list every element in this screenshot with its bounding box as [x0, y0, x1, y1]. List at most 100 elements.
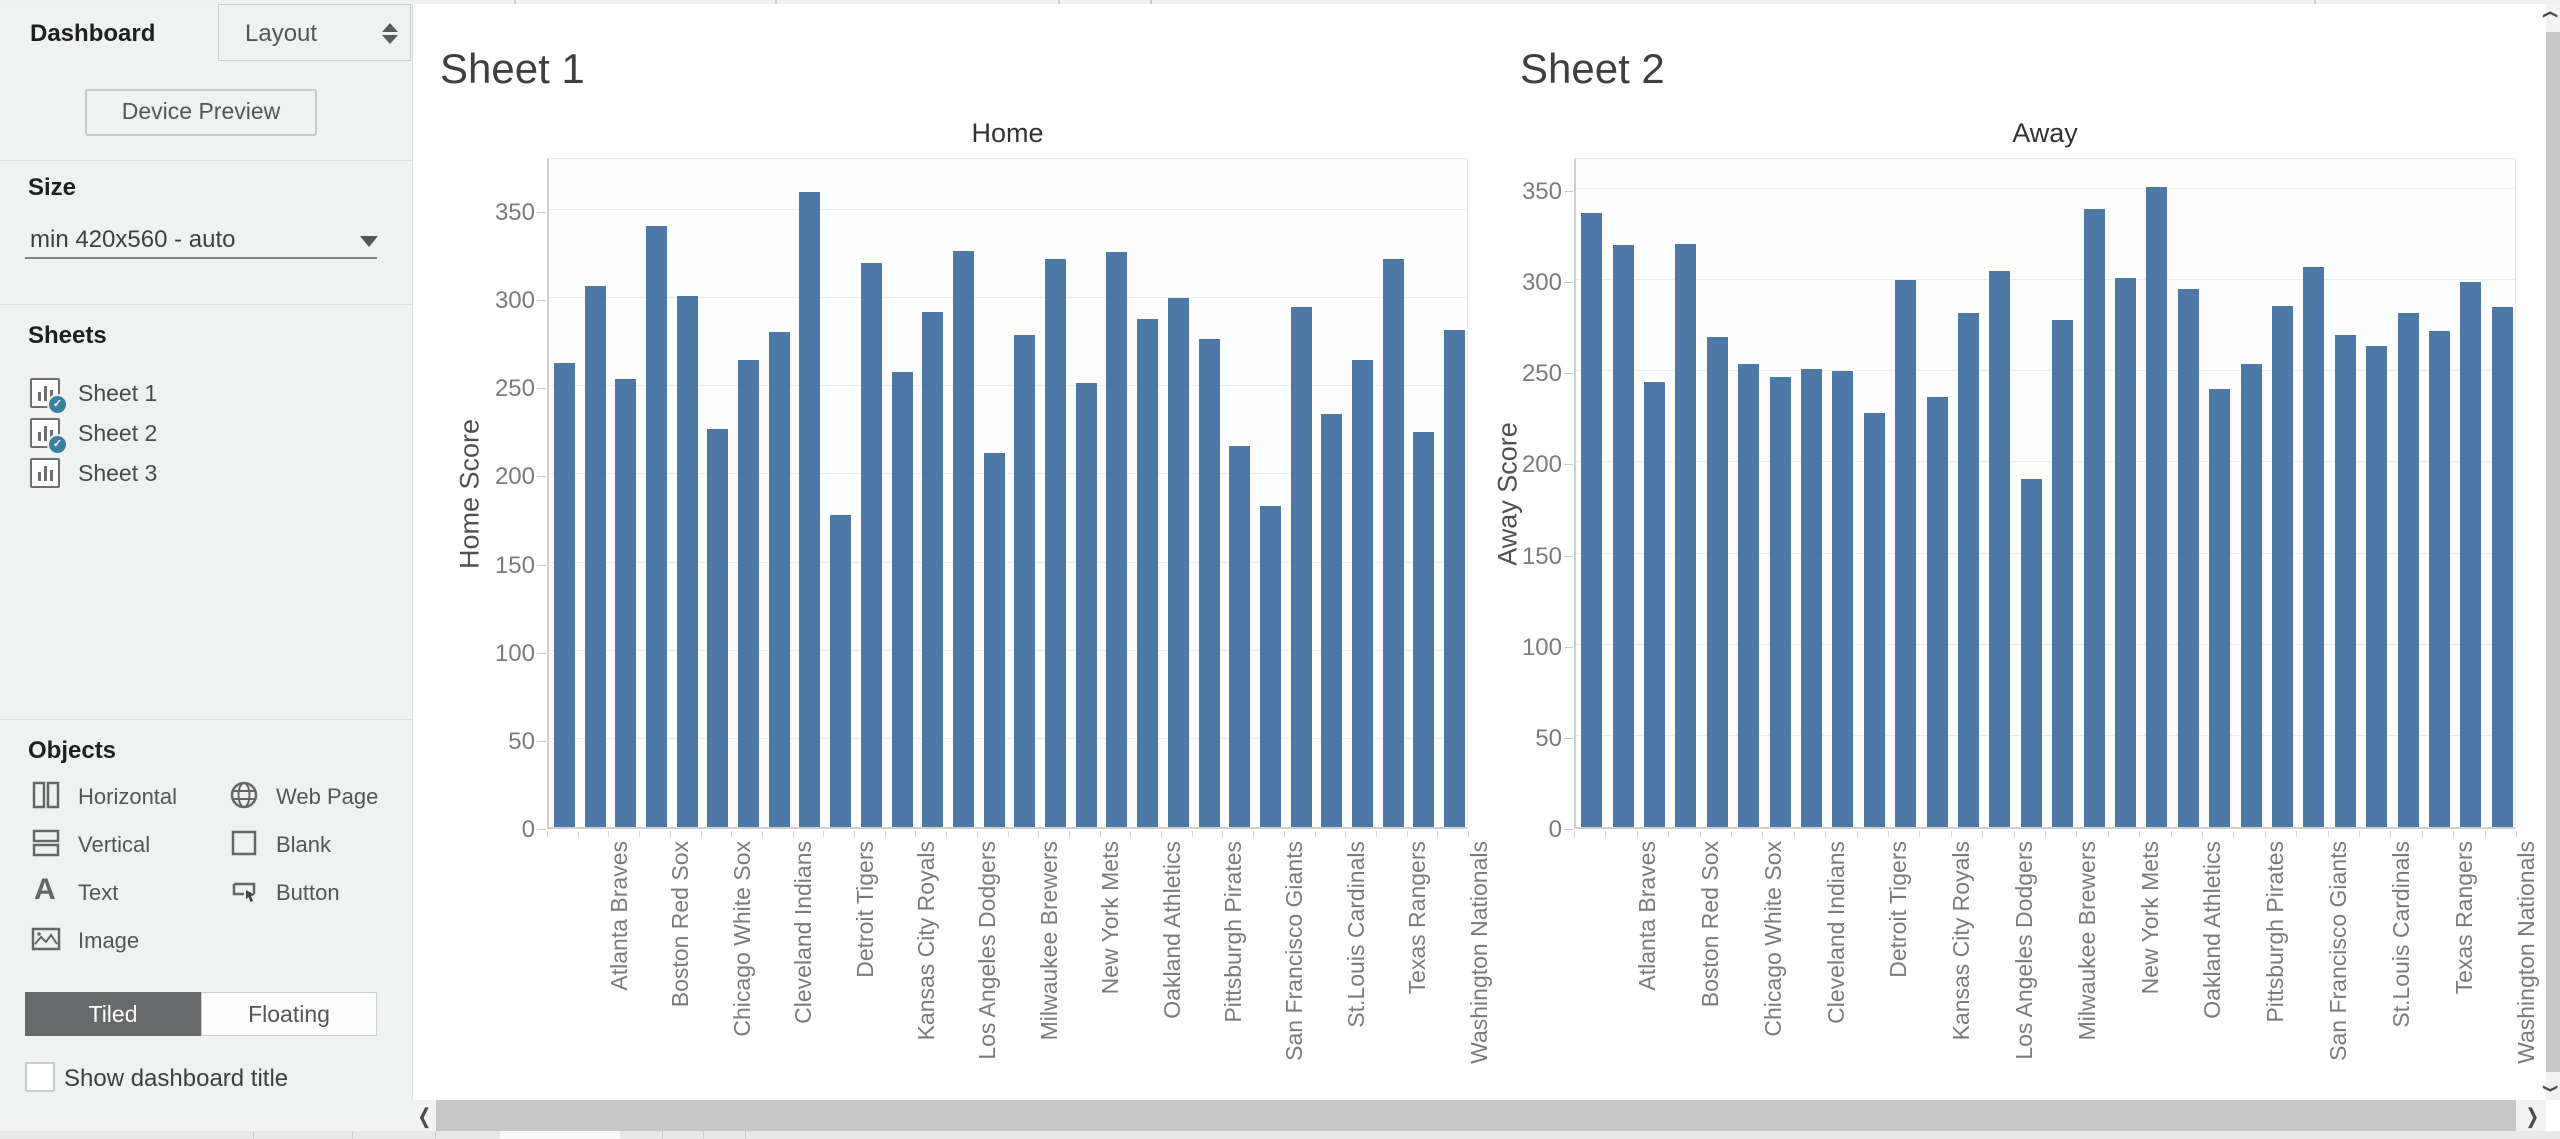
bar-mark[interactable]: [1989, 271, 2011, 827]
object-label: Web Page: [276, 784, 379, 809]
sheet1-zone-title[interactable]: Sheet 1: [440, 45, 585, 92]
bar-mark[interactable]: [1895, 280, 1917, 827]
bar-mark[interactable]: [768, 331, 790, 827]
bar-mark[interactable]: [1137, 319, 1159, 827]
object-web-page[interactable]: Web Page: [228, 779, 408, 813]
bar-mark[interactable]: [1832, 371, 1854, 827]
bar-mark[interactable]: [738, 359, 760, 827]
bar-mark[interactable]: [1198, 338, 1220, 827]
bar-mark[interactable]: [1352, 359, 1374, 827]
bar-mark[interactable]: [2146, 187, 2168, 827]
bar-mark[interactable]: [615, 379, 637, 827]
bar-mark[interactable]: [830, 514, 852, 827]
bar-mark[interactable]: [2334, 334, 2356, 827]
bar-mark[interactable]: [2460, 281, 2482, 827]
vertical-scrollbar[interactable]: ❬ ❭: [2543, 4, 2560, 1100]
bar-mark[interactable]: [1863, 413, 1885, 827]
bar-mark[interactable]: [922, 312, 944, 827]
bar-mark[interactable]: [1801, 369, 1822, 827]
tiled-button[interactable]: Tiled: [25, 992, 201, 1036]
bar-mark[interactable]: [2052, 320, 2074, 827]
bar-mark[interactable]: [860, 262, 882, 827]
bar-mark[interactable]: [1738, 363, 1760, 827]
bar-mark[interactable]: [676, 296, 698, 827]
x-category-label: Kansas City Royals: [913, 841, 940, 1041]
y-tick-label: 200: [494, 463, 535, 491]
sheet-tabs-strip[interactable]: [0, 1131, 2560, 1139]
top-ruler-tick: [775, 0, 777, 4]
bar-mark[interactable]: [645, 225, 667, 827]
object-image[interactable]: Image: [30, 923, 210, 957]
device-preview-button[interactable]: Device Preview: [85, 89, 317, 136]
object-text[interactable]: A Text: [30, 873, 210, 909]
bar-mark[interactable]: [1644, 382, 1665, 827]
bar-mark[interactable]: [1413, 432, 1435, 827]
bar-mark[interactable]: [1706, 336, 1728, 827]
bar-mark[interactable]: [2209, 389, 2231, 827]
chevron-down-icon[interactable]: [360, 236, 378, 247]
object-label: Horizontal: [78, 784, 178, 809]
sheet2-zone-title[interactable]: Sheet 2: [1520, 45, 1665, 92]
bar-mark[interactable]: [1444, 329, 1466, 827]
bar-mark[interactable]: [584, 285, 606, 827]
gridline: [1576, 279, 2515, 281]
bar-mark[interactable]: [1926, 396, 1948, 827]
pane-collapse-icon[interactable]: [382, 23, 398, 45]
bar-mark[interactable]: [1014, 335, 1036, 827]
bar-mark[interactable]: [1290, 306, 1312, 827]
bar-mark[interactable]: [1259, 506, 1281, 827]
x-tick-mark: [2013, 831, 2015, 837]
bar-mark[interactable]: [2020, 478, 2042, 827]
bar-mark[interactable]: [2491, 307, 2513, 827]
object-blank[interactable]: Blank: [228, 827, 408, 861]
horizontal-scrollbar-thumb[interactable]: [436, 1100, 2516, 1131]
bar-mark[interactable]: [1167, 298, 1189, 827]
scroll-right-icon[interactable]: ❭: [2524, 1106, 2541, 1128]
bar-mark[interactable]: [952, 250, 974, 827]
bar-mark[interactable]: [1581, 212, 1603, 827]
bar-mark[interactable]: [2240, 363, 2262, 827]
show-dashboard-title-checkbox[interactable]: [25, 1062, 55, 1092]
bar-mark[interactable]: [2303, 267, 2325, 827]
bar-mark[interactable]: [2429, 331, 2450, 827]
sidebar-item-sheet2[interactable]: ✓ Sheet 2: [30, 418, 390, 458]
bar-mark[interactable]: [1106, 252, 1128, 827]
sidebar-item-sheet1[interactable]: ✓ Sheet 1: [30, 378, 390, 418]
bar-mark[interactable]: [1382, 259, 1404, 827]
bar-mark[interactable]: [2272, 305, 2293, 827]
bar-mark[interactable]: [1958, 312, 1979, 827]
scroll-down-icon[interactable]: ❭: [2543, 1082, 2560, 1095]
scroll-left-icon[interactable]: ❬: [416, 1106, 433, 1128]
bar-mark[interactable]: [1229, 446, 1251, 827]
active-sheet-tab-sliver[interactable]: [500, 1131, 620, 1139]
bar-mark[interactable]: [2366, 345, 2388, 827]
vertical-scrollbar-thumb[interactable]: [2546, 32, 2560, 1072]
bar-mark[interactable]: [1769, 376, 1791, 827]
x-category-label: Boston Red Sox: [667, 841, 694, 1008]
bar-mark[interactable]: [1045, 259, 1067, 827]
object-vertical[interactable]: Vertical: [30, 827, 210, 861]
floating-button[interactable]: Floating: [201, 992, 377, 1036]
tab-dashboard[interactable]: Dashboard: [30, 20, 156, 47]
bar-mark[interactable]: [1612, 245, 1634, 827]
bar-mark[interactable]: [2177, 289, 2199, 827]
object-horizontal[interactable]: Horizontal: [30, 779, 210, 813]
bar-mark[interactable]: [1321, 414, 1343, 827]
bar-mark[interactable]: [891, 372, 913, 827]
size-dropdown[interactable]: min 420x560 - auto: [30, 226, 236, 253]
bar-mark[interactable]: [2397, 312, 2419, 827]
bar-mark[interactable]: [707, 428, 729, 827]
horizontal-scrollbar[interactable]: ❬ ❭: [410, 1100, 2546, 1131]
bar-mark[interactable]: [1675, 243, 1697, 827]
bar-mark[interactable]: [1075, 382, 1097, 827]
bar-mark[interactable]: [2115, 278, 2136, 827]
tab-layout[interactable]: Layout: [218, 4, 411, 61]
sidebar-item-sheet3[interactable]: Sheet 3: [30, 458, 390, 498]
bar-mark[interactable]: [2083, 209, 2105, 827]
x-tick-mark: [700, 831, 702, 837]
bar-mark[interactable]: [799, 192, 821, 827]
object-button[interactable]: Button: [228, 875, 408, 909]
bar-mark[interactable]: [983, 453, 1005, 827]
bar-mark[interactable]: [553, 363, 575, 827]
scroll-up-icon[interactable]: ❬: [2543, 8, 2560, 21]
